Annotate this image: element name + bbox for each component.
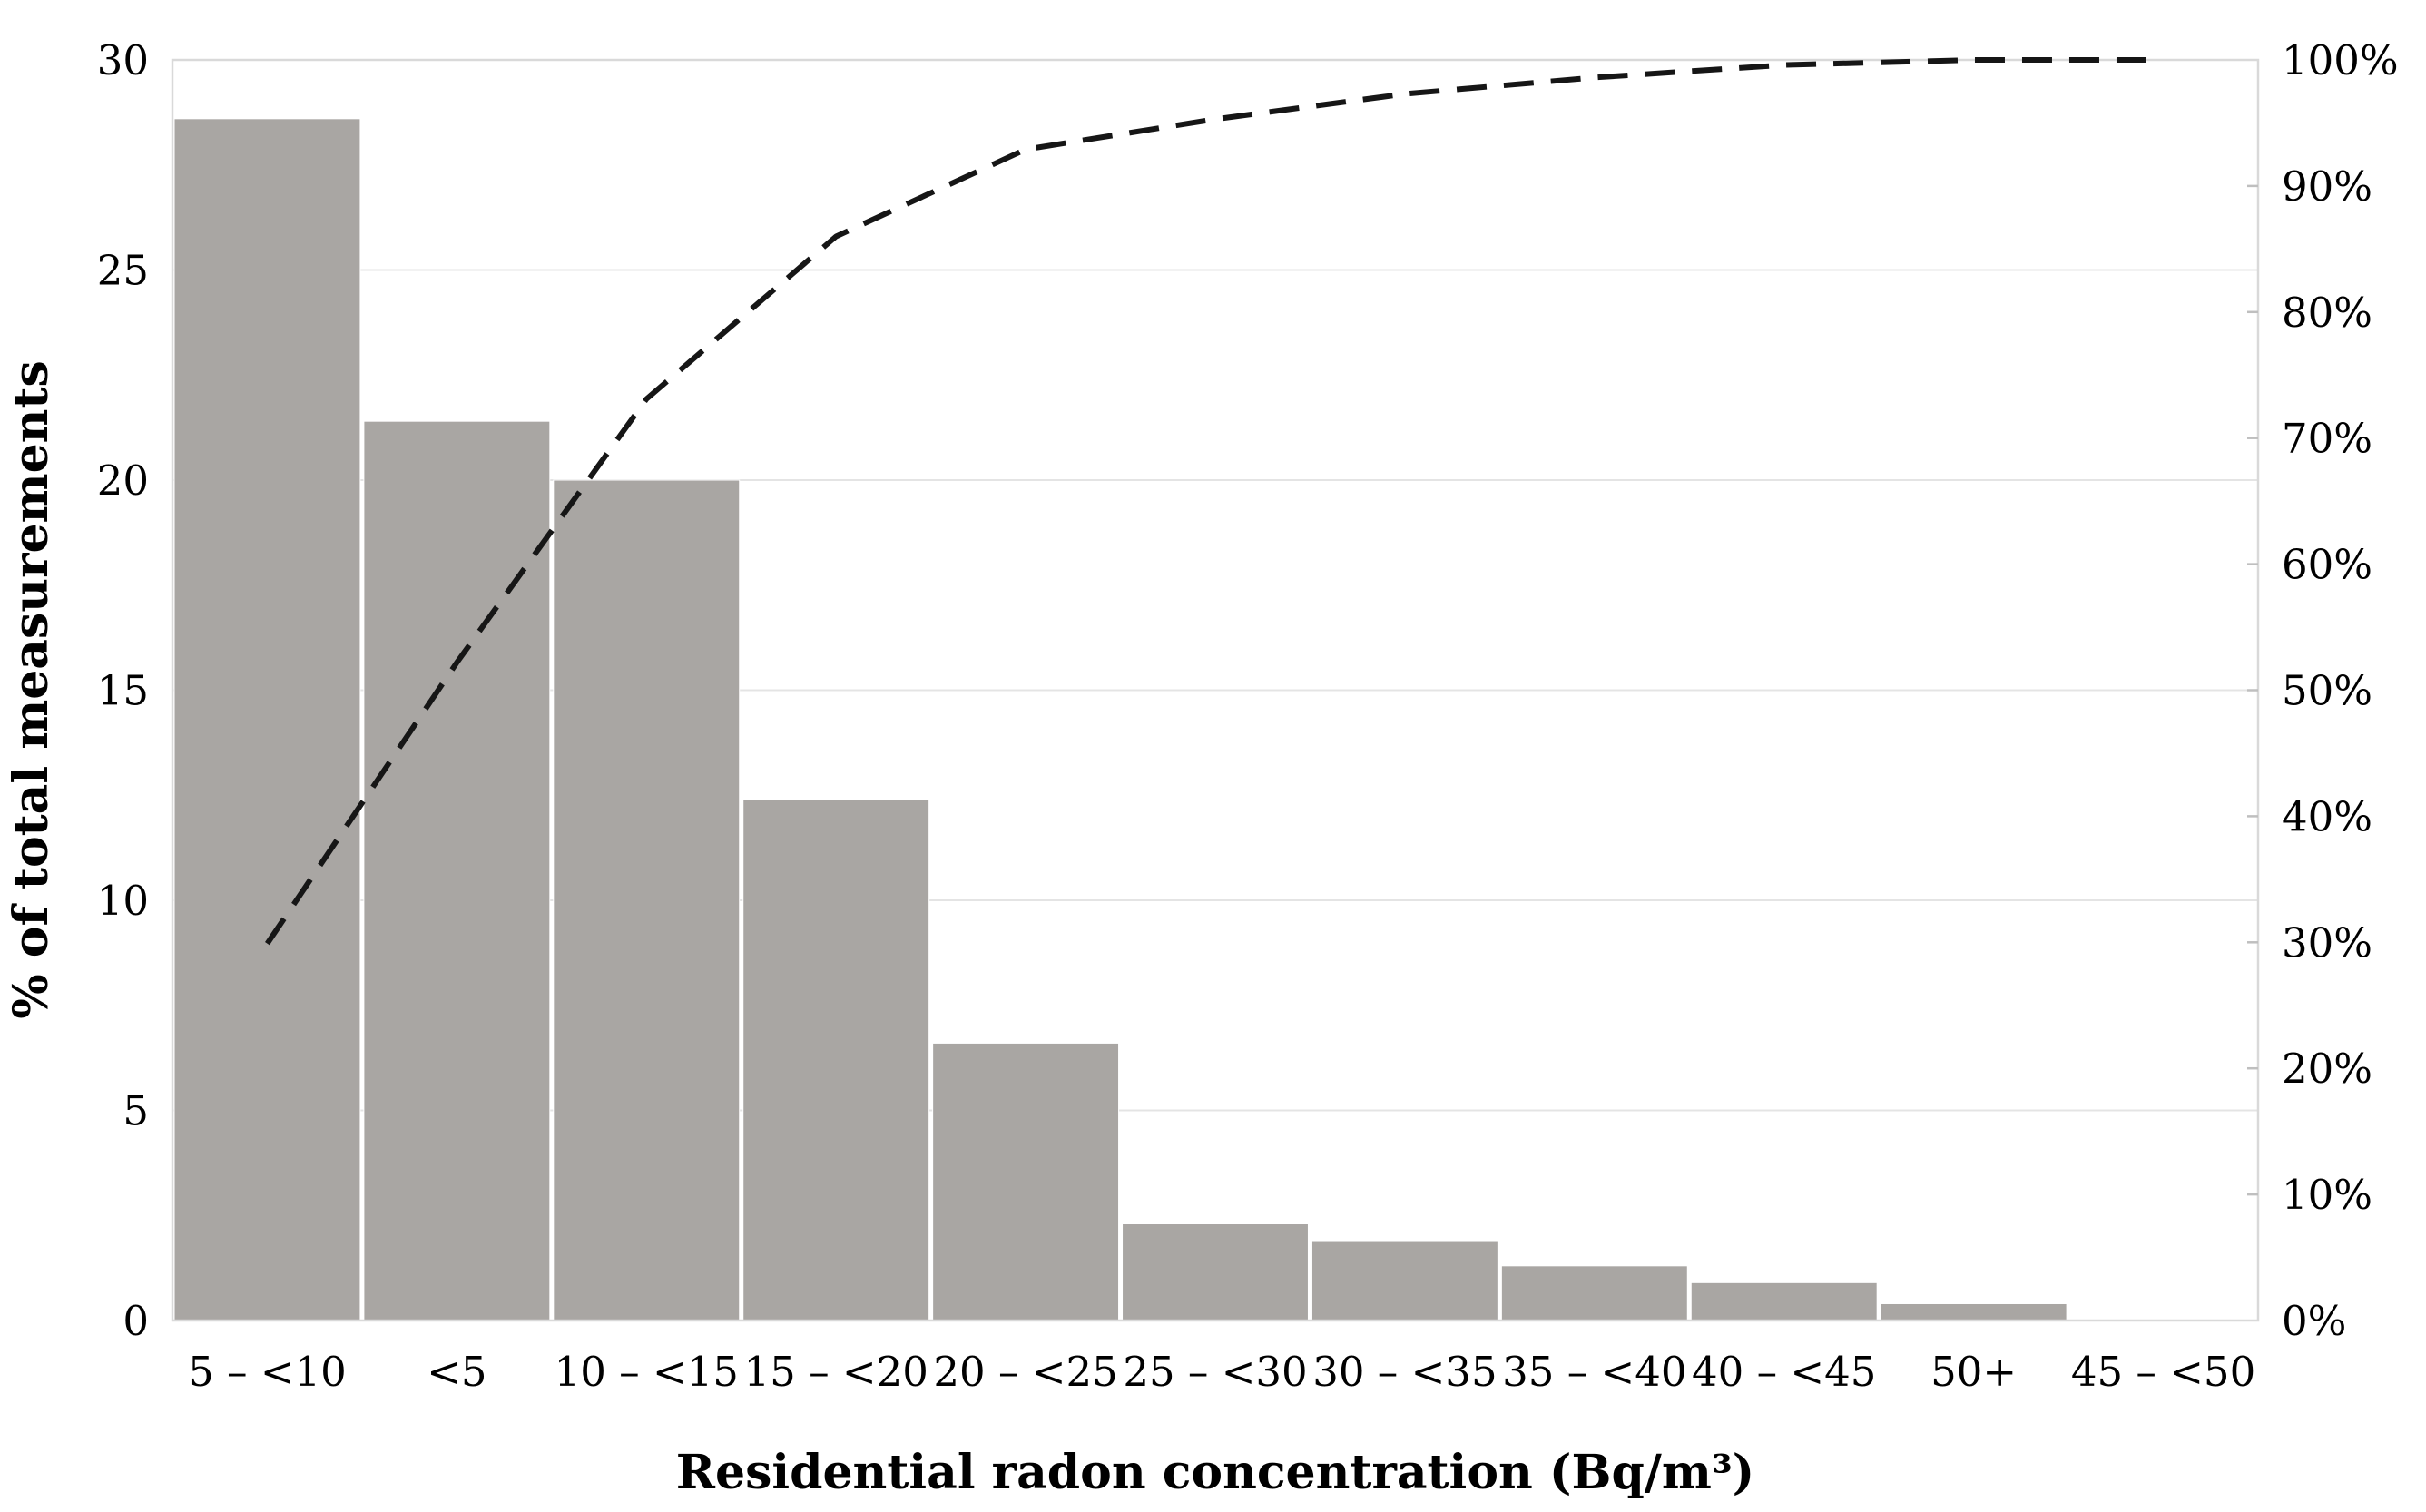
right-axis-label: 50% [2282, 667, 2372, 715]
right-axis-label: 80% [2282, 289, 2372, 337]
x-category-label: 20 – <25 [933, 1348, 1117, 1396]
axis-labels-layer: 0 5 10 15 20 25 30 0% 10% 20% 30% 40% 50% 60% 70% 80% 90… [97, 36, 2399, 1396]
left-axis-label: 5 [123, 1087, 149, 1135]
y-axis-title: % of total measurements [4, 360, 59, 1019]
cumulative-line-layer [265, 57, 2164, 946]
right-axis-label: 10% [2282, 1171, 2372, 1219]
bar-25 – <30 [1122, 1223, 1309, 1321]
right-axis-label: 30% [2282, 918, 2372, 967]
x-category-label: <5 [427, 1348, 486, 1396]
x-axis-title: Residential radon concentration (Bq/m³) [676, 1445, 1754, 1500]
left-axis-label: 10 [97, 877, 149, 925]
bar-40 – <45 [1690, 1281, 1878, 1321]
bar-20 – <25 [932, 1042, 1120, 1321]
left-axis-label: 20 [97, 457, 149, 505]
x-category-label: 25 – <30 [1123, 1348, 1307, 1396]
right-axis-label: 70% [2282, 415, 2372, 463]
x-category-label: 40 – <45 [1692, 1348, 1876, 1396]
left-axis-label: 30 [97, 36, 149, 84]
bar-30 – <35 [1311, 1240, 1498, 1321]
x-category-label: 10 – <15 [555, 1348, 739, 1396]
x-category-label: 5 – <10 [188, 1348, 347, 1396]
x-category-label: 50+ [1930, 1348, 2017, 1396]
bar-<5 [363, 420, 551, 1321]
right-axis-label: 40% [2282, 792, 2372, 840]
bars-layer [173, 118, 2068, 1321]
left-axis-label: 15 [97, 667, 149, 715]
right-axis-label: 100% [2282, 36, 2399, 84]
bar-35 – <40 [1500, 1265, 1688, 1321]
right-axis-label: 90% [2282, 162, 2372, 211]
bar-15 – <20 [742, 799, 930, 1321]
bar-5 – <10 [173, 118, 361, 1321]
plot-border-layer [171, 58, 2260, 1322]
right-axis-label: 0% [2282, 1297, 2346, 1345]
x-category-label: 30 – <35 [1312, 1348, 1497, 1396]
cumulative-line [265, 57, 2164, 946]
left-axis-label: 25 [97, 247, 149, 295]
x-category-label: 35 – <40 [1502, 1348, 1686, 1396]
right-axis-label: 60% [2282, 541, 2372, 589]
bar-10 – <15 [553, 479, 741, 1321]
x-category-label: 15 – <20 [744, 1348, 928, 1396]
left-axis-label: 0 [123, 1297, 149, 1345]
right-axis-label: 20% [2282, 1045, 2372, 1093]
x-category-label: 45 – <50 [2071, 1348, 2255, 1396]
bar-50+ [1880, 1302, 2068, 1321]
